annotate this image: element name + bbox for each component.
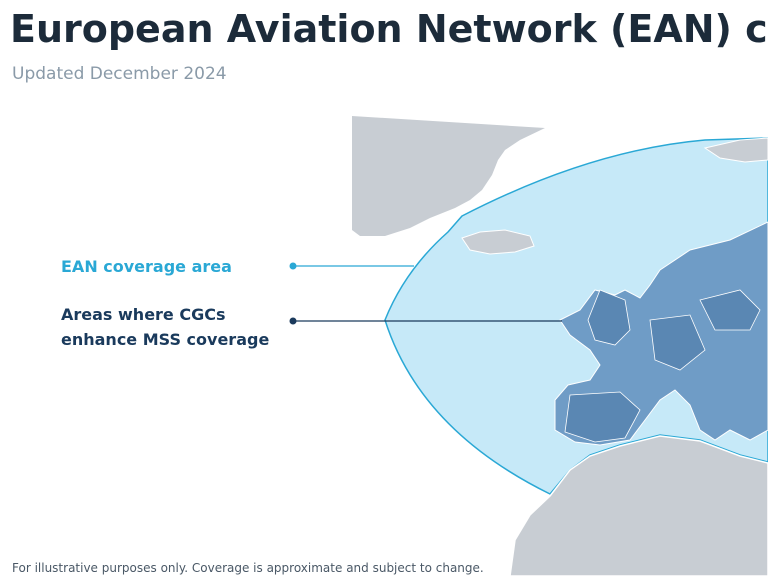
footnote: For illustrative purposes only. Coverage… <box>12 561 484 575</box>
subtitle: Updated December 2024 <box>12 64 227 84</box>
scandinavia <box>703 137 768 163</box>
north-africa <box>509 435 768 576</box>
legend-label: EAN coverage area <box>61 257 232 276</box>
title: European Aviation Network (EAN) coverage <box>10 7 768 51</box>
legend-dot <box>289 317 297 325</box>
legend-dot <box>289 262 297 270</box>
iceland <box>461 229 535 255</box>
legend-label: Areas where CGCs <box>61 305 226 324</box>
greenland <box>352 116 545 236</box>
cgc-coverage-area-dark <box>564 289 761 443</box>
legend-label: enhance MSS coverage <box>61 330 269 349</box>
